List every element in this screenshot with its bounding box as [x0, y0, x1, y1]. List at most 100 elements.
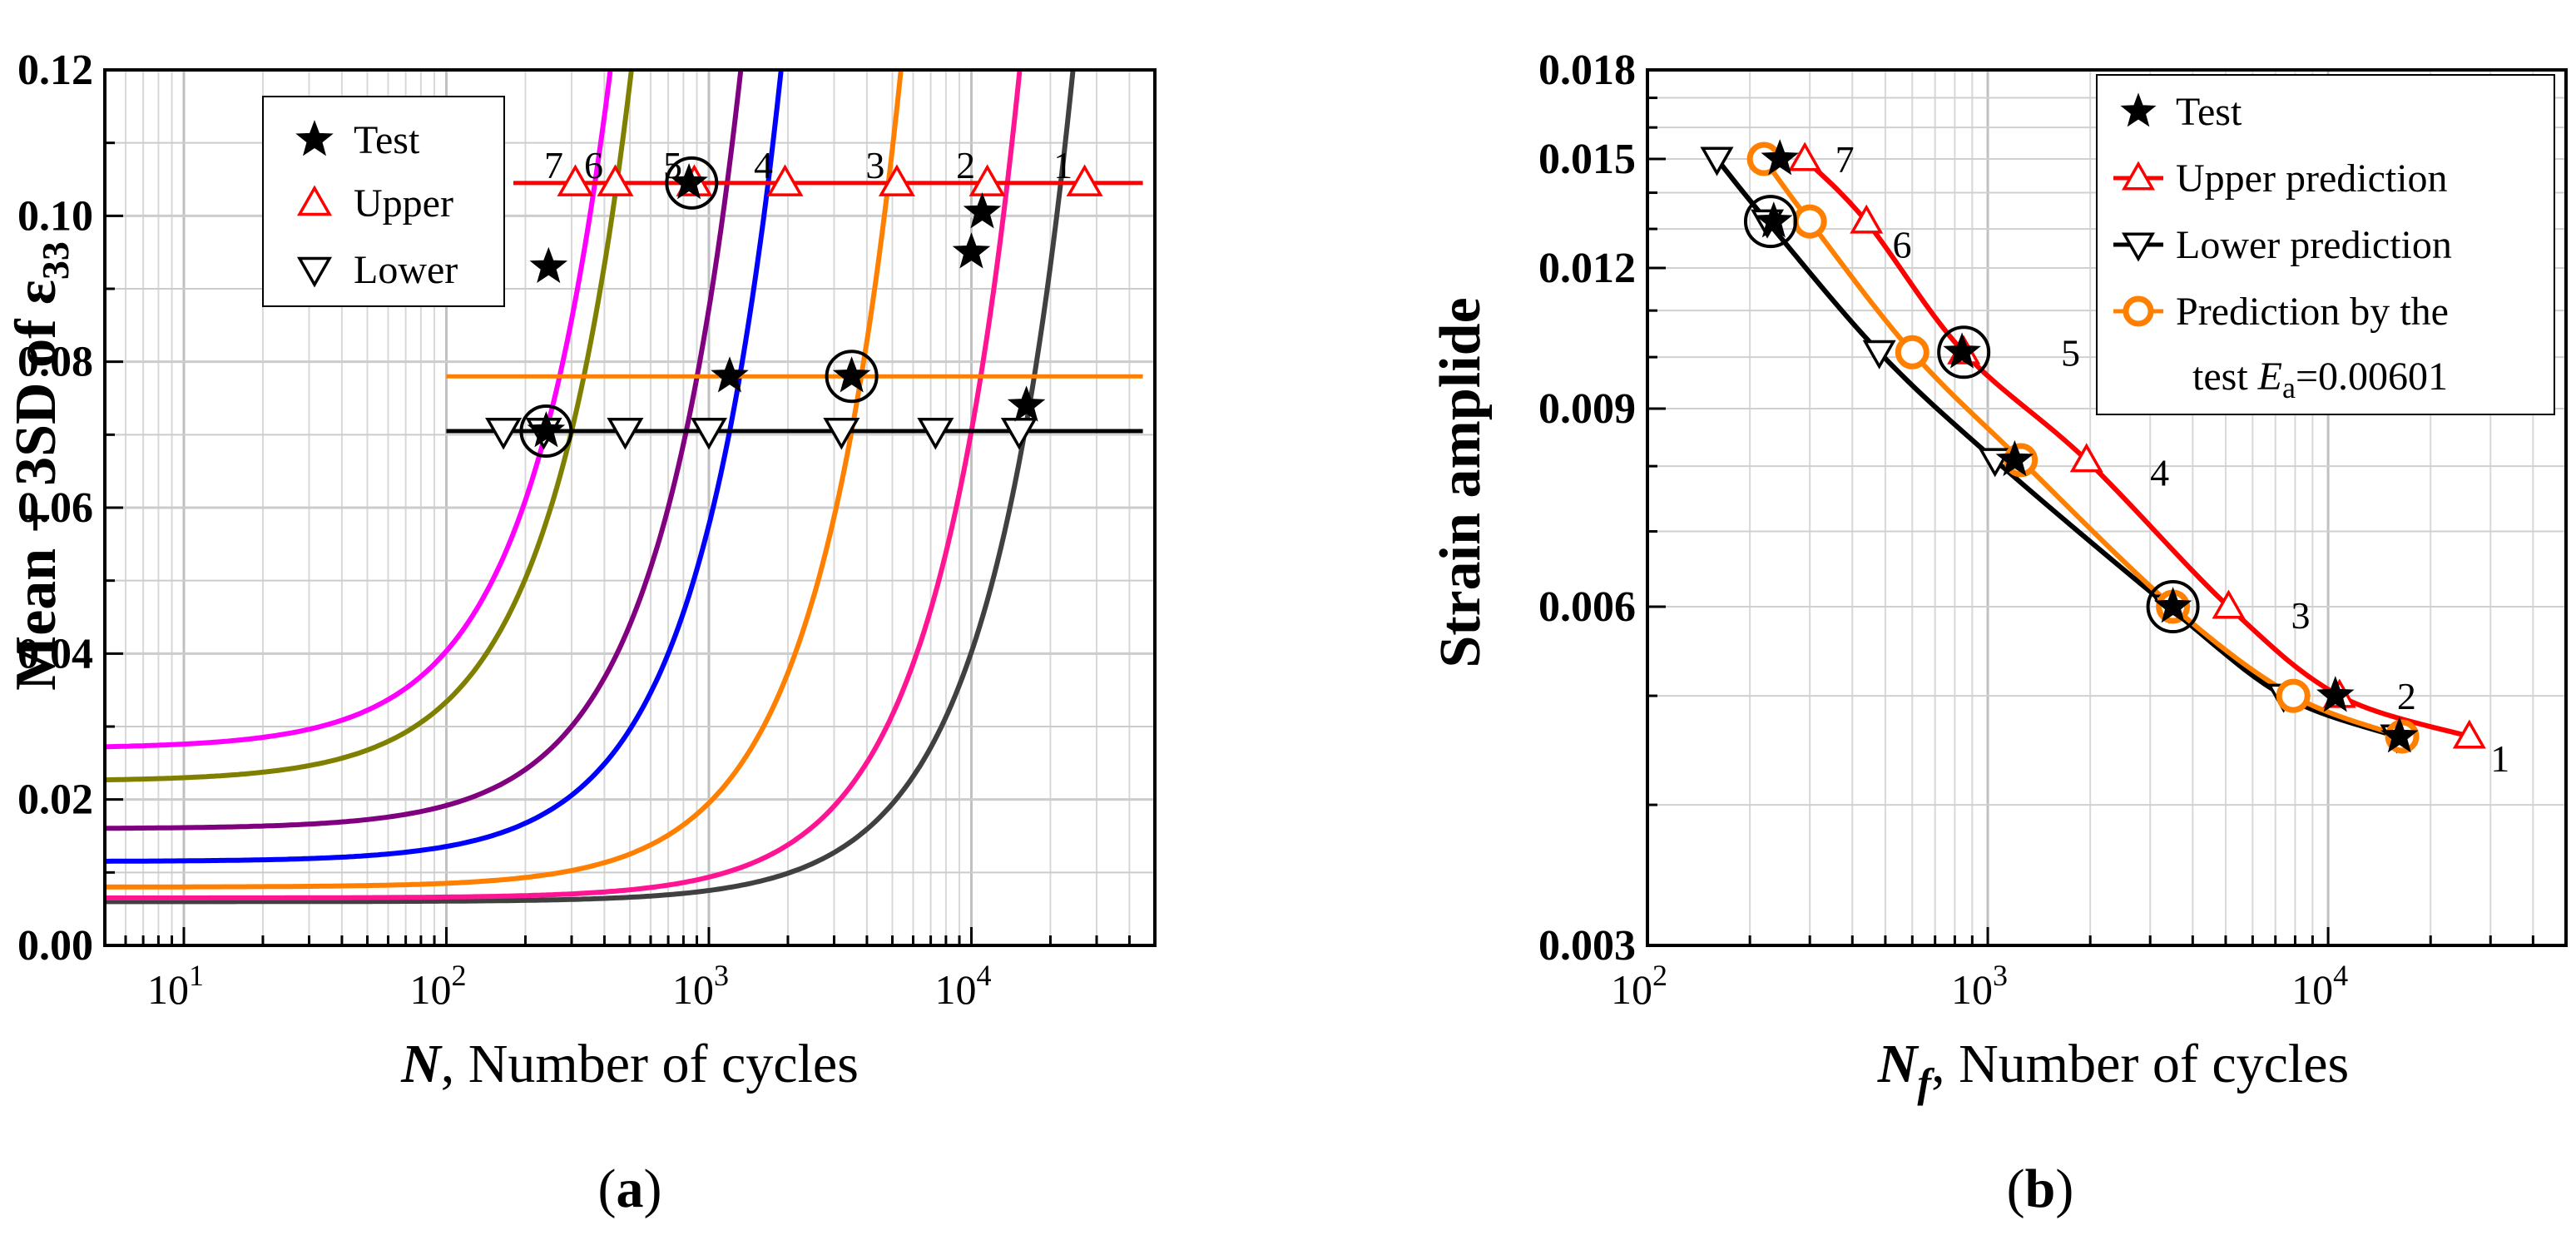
a-lower-point-7 — [485, 417, 523, 450]
b-legend-marker — [2121, 232, 2156, 262]
b-point-triangle-down — [1700, 146, 1734, 176]
b-point-label-5: 5 — [2061, 331, 2080, 374]
a-y-title-symbol: ε — [4, 280, 68, 305]
a-test-point-1 — [1007, 385, 1046, 422]
a-upper-label-1: 1 — [1053, 144, 1073, 186]
b-markers — [1700, 139, 2486, 754]
a-xtick-label: 103 — [672, 959, 729, 1013]
a-xtick-label: 104 — [934, 959, 991, 1013]
b-plot-frame — [1646, 68, 2568, 947]
b-legend-lower-marker — [2113, 232, 2163, 262]
b-point-triangle-up — [2069, 443, 2103, 473]
a-test-point-4 — [711, 356, 749, 393]
b-point-circle — [1792, 204, 1827, 239]
a-xtick-exp: 4 — [976, 959, 991, 992]
b-xtick-label: 104 — [2291, 959, 2348, 1013]
a-xtick-exp: 2 — [451, 959, 466, 992]
a-upper-label-7: 7 — [544, 144, 563, 186]
a-xtick-base: 10 — [147, 966, 189, 1013]
a-ytick-label: 0.00 — [17, 922, 93, 970]
a-panel-label: (a) — [598, 1158, 662, 1219]
b-point-label-1: 1 — [2490, 737, 2509, 780]
b-panel-letter: b — [2025, 1158, 2056, 1219]
b-legend-pred-line1: Prediction by the — [2176, 290, 2449, 334]
b-legend-pred-pre: test — [2192, 355, 2258, 399]
a-test-point-6 — [527, 411, 566, 448]
a-y-title-main: Mean + 3SD of — [4, 305, 68, 691]
b-legend-upper: Upper prediction — [2176, 156, 2448, 201]
a-upper-label-4: 4 — [754, 144, 773, 186]
b-legend-marker — [2121, 161, 2156, 191]
a-legend: Test Upper Lower — [262, 96, 505, 307]
a-upper-label-5: 5 — [663, 144, 682, 186]
a-upper-point-6 — [597, 164, 634, 196]
b-ytick-label: 0.006 — [1538, 583, 1636, 631]
b-point-label-3: 3 — [2291, 594, 2310, 637]
b-point-star — [2380, 717, 2419, 753]
b-legend-star-marker — [2120, 92, 2157, 127]
a-xtick-base: 10 — [672, 966, 714, 1013]
b-legend-marker — [2120, 92, 2157, 127]
a-legend-down — [296, 256, 333, 288]
a-x-title: N, Number of cycles — [400, 1034, 859, 1094]
a-curve-6 — [105, 70, 634, 783]
a-upper-point-2 — [968, 164, 1006, 196]
b-ytick-label: 0.009 — [1538, 385, 1636, 433]
b-xtick-exp: 3 — [1993, 959, 2008, 992]
b-ytick-label: 0.015 — [1538, 136, 1636, 183]
a-ytick-label: 0.10 — [17, 192, 93, 240]
b-point-triangle-up — [1788, 141, 1822, 171]
a-legend-star-marker — [295, 120, 334, 156]
a-legend-down-marker — [296, 256, 333, 288]
a-circled-point — [825, 350, 879, 404]
a-test-point-5 — [670, 162, 708, 200]
a-xtick-label: 102 — [409, 959, 466, 1013]
b-panel-label: (b) — [2007, 1158, 2074, 1219]
b-point-triangle-up — [2212, 589, 2246, 619]
a-legend-up — [296, 185, 333, 216]
b-legend: Test Upper prediction Lower prediction P… — [2096, 74, 2555, 415]
b-legend-test: Test — [2176, 90, 2242, 134]
b-point-circle — [2276, 678, 2311, 713]
a-ytick-label: 0.06 — [17, 484, 93, 532]
b-point-star — [2153, 587, 2192, 623]
b-ytick-label: 0.003 — [1538, 922, 1636, 970]
b-xtick-base: 10 — [1611, 966, 1652, 1013]
a-upper-point-7 — [557, 164, 594, 196]
a-lower-point-5 — [607, 417, 644, 450]
b-xtick-exp: 2 — [1652, 959, 1667, 992]
a-x-title-var: N — [400, 1034, 443, 1094]
b-point-label-4: 4 — [2150, 452, 2169, 494]
b-xtick-base: 10 — [1951, 966, 1993, 1013]
b-point-star — [2316, 676, 2355, 712]
b-point-labels: 76 5 4 3 2 1 — [1835, 138, 2510, 780]
b-point-label-7: 7 — [1835, 138, 1855, 181]
a-ytick-label: 0.12 — [17, 47, 93, 94]
b-point-triangle-down — [1862, 340, 1896, 370]
a-legend-lower: Lower — [354, 248, 458, 292]
b-xtick-label: 103 — [1951, 959, 2008, 1013]
a-test-point-7 — [529, 246, 568, 284]
a-xtick-exp: 1 — [189, 959, 204, 992]
a-markers: 1 2 3 4 5 67 — [485, 144, 1103, 458]
a-panel-letter: a — [617, 1158, 644, 1219]
b-point-star — [1995, 439, 2034, 477]
a-test-point-2b — [952, 232, 991, 269]
a-x-title-text: , Number of cycles — [441, 1034, 859, 1094]
b-legend-upper-marker — [2113, 161, 2163, 191]
b-legend-pred-line2: test Ea=0.00601 — [2192, 355, 2448, 404]
a-curve-3 — [105, 70, 904, 890]
a-curves — [105, 70, 1076, 905]
a-xtick-base: 10 — [934, 966, 976, 1013]
a-circled-point — [519, 404, 573, 458]
a-legend-box — [262, 96, 505, 307]
b-legend-marker — [2123, 295, 2154, 327]
b-legend-box — [2096, 74, 2555, 415]
a-upper-label-2: 2 — [956, 144, 975, 186]
svg-text:Mean + 3SD of ε33: Mean + 3SD of ε33 — [4, 241, 77, 691]
